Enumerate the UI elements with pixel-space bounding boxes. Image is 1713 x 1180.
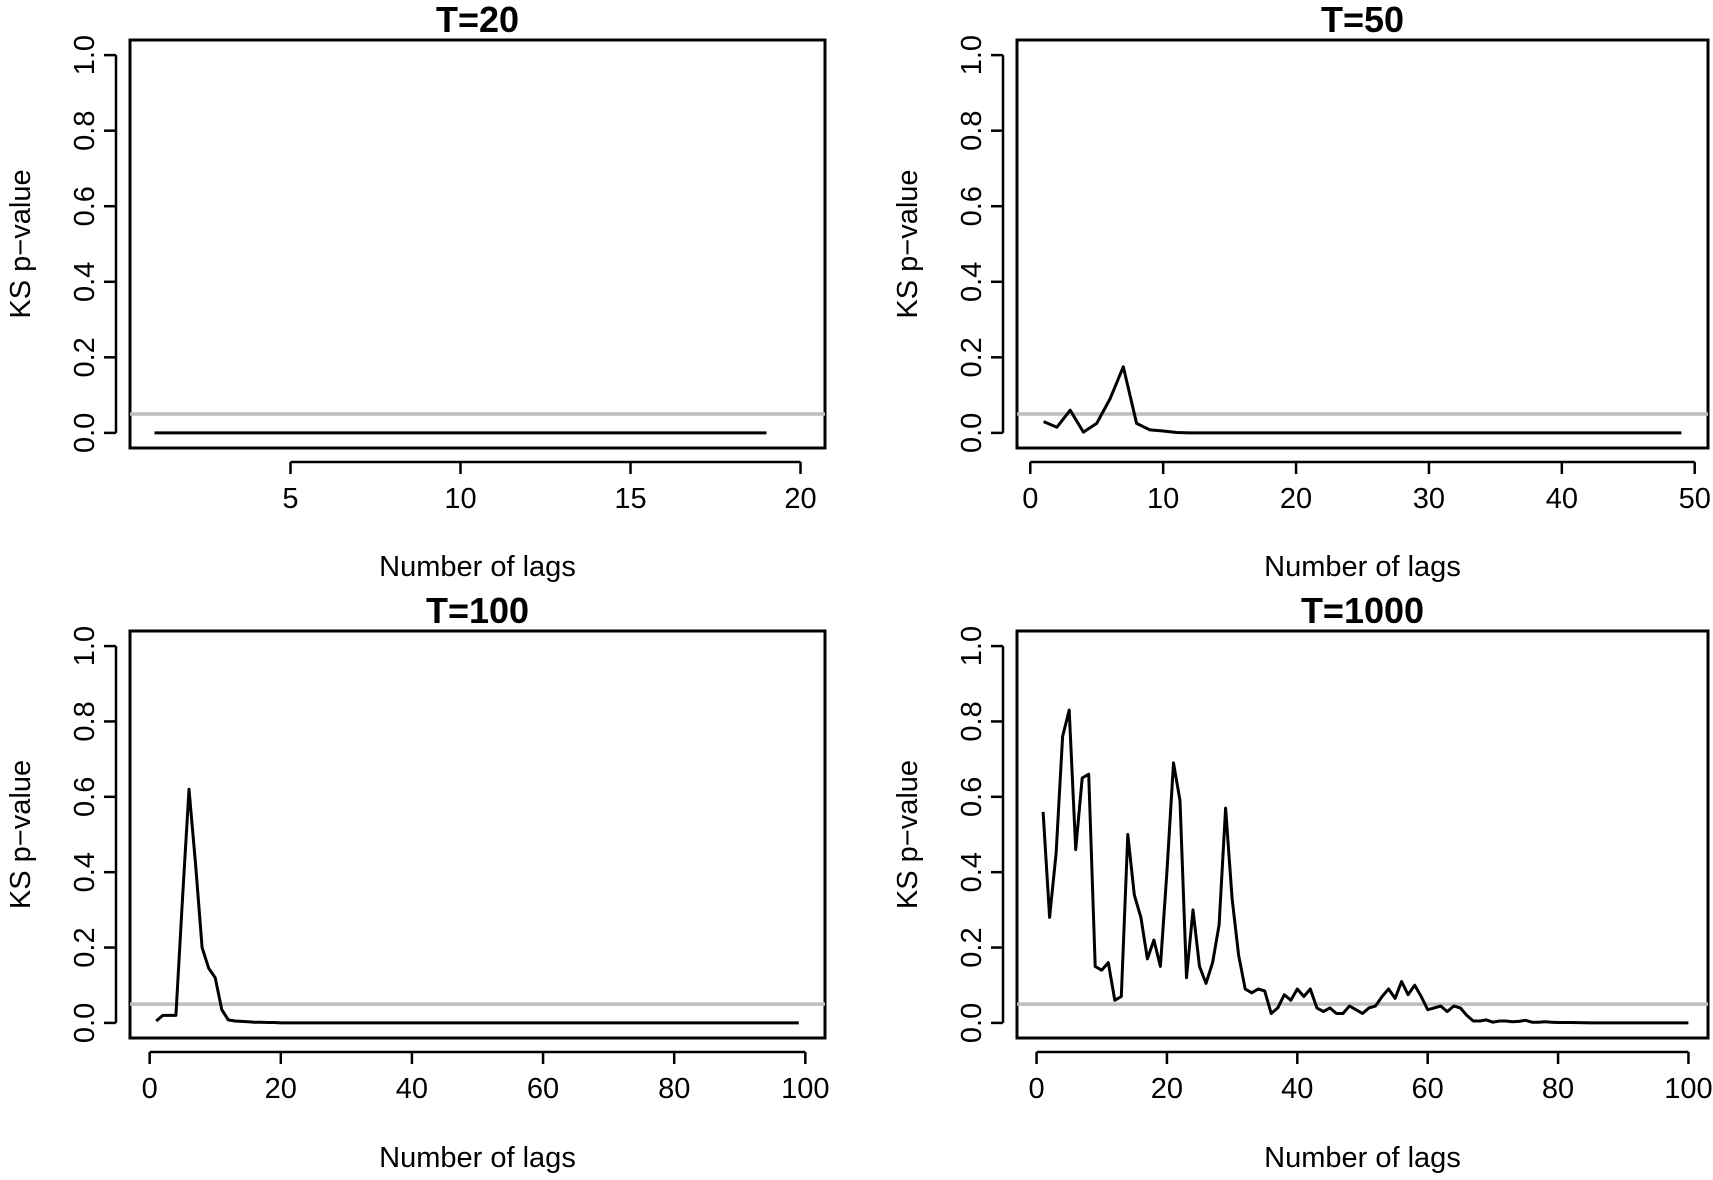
panel-1-title: T=50 — [1321, 0, 1404, 40]
panel-0-x-axis-label: Number of lags — [379, 551, 576, 583]
panel-2-y-tick-label: 0.2 — [69, 927, 101, 967]
panel-2-x-tick-label: 0 — [142, 1073, 158, 1105]
panel-3-x-tick-label: 60 — [1412, 1073, 1444, 1105]
panel-2-y-tick-label: 1.0 — [69, 626, 101, 666]
panel-1-y-tick-label: 0.6 — [956, 186, 988, 226]
panel-3-x-tick-label: 100 — [1664, 1073, 1712, 1105]
panel-2-x-axis-label: Number of lags — [379, 1142, 576, 1174]
panel-0-title: T=20 — [436, 0, 519, 40]
panel-2-y-tick-label: 0.4 — [69, 852, 101, 892]
panel-3-y-tick-label: 0.6 — [956, 777, 988, 817]
panel-1-plot-frame — [1015, 38, 1710, 450]
panel-1-x-tick-label: 30 — [1413, 483, 1445, 515]
panel-1-y-tick-label: 1.0 — [956, 35, 988, 75]
panel-3-x-tick-label: 40 — [1281, 1073, 1313, 1105]
panel-0-x-tick-label: 10 — [444, 483, 476, 515]
panel-3-y-tick-label: 0.4 — [956, 852, 988, 892]
panel-1-y-tick-label: 0.8 — [956, 111, 988, 151]
panel-1-x-tick-label: 20 — [1280, 483, 1312, 515]
panel-1-x-axis-label: Number of lags — [1264, 551, 1461, 583]
panel-0-x-tick-label: 20 — [784, 483, 816, 515]
panel-0-y-tick-label: 0.2 — [69, 337, 101, 377]
panel-1-y-axis-label: KS p−value — [892, 169, 924, 318]
panel-3-series-line — [1041, 708, 1689, 1025]
panel-t1000: T=1000 0 20 40 60 80 100 0.0 0.2 0.4 0.6 0.8 1.0 Numb… — [892, 590, 1713, 1174]
panel-0-y-tick-label: 0.4 — [69, 262, 101, 302]
panel-1-x-tick-label: 0 — [1022, 483, 1038, 515]
panel-3-x-tick-label: 0 — [1028, 1073, 1044, 1105]
panel-t20: T=20 5 10 15 20 0.0 0.2 0.4 0.6 0.8 1.0 Number of l… — [5, 0, 827, 583]
panel-2-x-tick-label: 20 — [265, 1073, 297, 1105]
panel-0-x-tick-label: 5 — [282, 483, 298, 515]
panel-3-x-tick-label: 20 — [1151, 1073, 1183, 1105]
panel-1-y-tick-label: 0.0 — [956, 413, 988, 453]
panel-3-title: T=1000 — [1301, 590, 1424, 631]
panel-2-title: T=100 — [426, 590, 529, 631]
panel-1-x-tick-label: 40 — [1546, 483, 1578, 515]
panel-0-y-axis-label: KS p−value — [5, 169, 37, 318]
panel-3-plot-frame — [1015, 629, 1710, 1040]
panel-2-y-axis-label: KS p−value — [5, 760, 37, 909]
panel-3-y-tick-label: 0.8 — [956, 701, 988, 741]
panel-2-x-tick-label: 80 — [658, 1073, 690, 1105]
panel-1-y-tick-label: 0.2 — [956, 337, 988, 377]
panel-2-x-tick-label: 60 — [527, 1073, 559, 1105]
panel-2-y-tick-label: 0.6 — [69, 777, 101, 817]
panel-2-series-line — [155, 787, 799, 1025]
panel-t100: T=100 0 20 40 60 80 100 0.0 0.2 0.4 0.6 0.8 1.0 Numbe… — [5, 590, 830, 1174]
panel-0-x-tick-label: 15 — [614, 483, 646, 515]
panel-1-series-line — [1043, 365, 1682, 435]
panel-1-x-tick-label: 10 — [1147, 483, 1179, 515]
panel-3-y-tick-label: 0.2 — [956, 927, 988, 967]
panel-0-y-tick-label: 0.8 — [69, 111, 101, 151]
panel-2-y-tick-label: 0.0 — [69, 1003, 101, 1043]
panel-2-x-tick-label: 100 — [781, 1073, 829, 1105]
panel-t50: T=50 0 10 20 30 40 50 0.0 0.2 0.4 0.6 0.8 1.0 Number … — [892, 0, 1711, 583]
panel-2-y-tick-label: 0.8 — [69, 701, 101, 741]
panel-2-plot-frame — [128, 629, 827, 1040]
panel-3-x-axis-label: Number of lags — [1264, 1142, 1461, 1174]
panel-1-y-tick-label: 0.4 — [956, 262, 988, 302]
panel-3-y-tick-label: 1.0 — [956, 626, 988, 666]
panel-1-x-tick-label: 50 — [1679, 483, 1711, 515]
panel-0-y-tick-label: 0.6 — [69, 186, 101, 226]
panel-3-x-tick-label: 80 — [1542, 1073, 1574, 1105]
panel-0-y-tick-label: 0.0 — [69, 413, 101, 453]
panel-3-y-tick-label: 0.0 — [956, 1003, 988, 1043]
panel-0-y-tick-label: 1.0 — [69, 35, 101, 75]
panel-2-x-tick-label: 40 — [396, 1073, 428, 1105]
panel-0-plot-frame — [128, 38, 827, 450]
panel-3-y-axis-label: KS p−value — [892, 760, 924, 909]
